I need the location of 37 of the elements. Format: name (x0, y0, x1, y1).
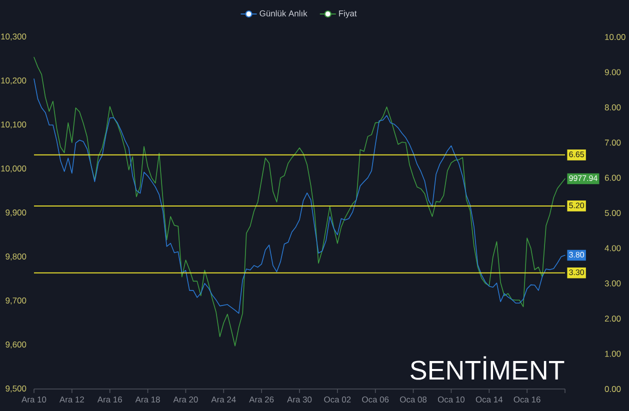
x-tick-label: Ara 20 (173, 396, 198, 403)
x-tick-label: Ara 30 (287, 396, 312, 403)
y2-tick-label: 2.00 (604, 316, 621, 322)
y-tick-label: 9,700 (6, 298, 26, 304)
y-tick-label: 10,100 (1, 122, 26, 128)
x-tick-label: Oca 06 (362, 396, 389, 403)
x-tick-label: Ara 10 (22, 396, 46, 403)
y2-tick-label: 8.00 (604, 104, 621, 110)
y2-tick-label: 7.00 (604, 140, 621, 146)
y-tick-label: 9,500 (6, 386, 26, 392)
x-tick-label: Ara 24 (211, 396, 236, 403)
x-tick-label: Oca 14 (476, 396, 503, 403)
x-tick-label: Oca 08 (400, 396, 427, 403)
y2-tick-label: 9.00 (604, 69, 621, 76)
y-tick-label: 10,000 (1, 166, 26, 172)
y2-tick-label: 1.00 (605, 350, 621, 357)
legend-label: Günlük Anlık (260, 10, 308, 16)
annotation: SENTİMENT (410, 356, 564, 380)
x-tick-label: Ara 18 (135, 396, 160, 403)
y2-tick-label: 10.00 (605, 34, 626, 40)
x-tick-label: Oca 02 (324, 396, 351, 403)
y-tick-label: 9,800 (6, 254, 26, 260)
y-tick-label: 9,900 (6, 210, 26, 216)
x-tick-label: Ara 12 (59, 396, 84, 403)
y2-tick-label: 5.00 (604, 210, 621, 216)
x-tick-label: Ara 26 (249, 396, 274, 403)
y2-tick-label: 4.00 (604, 245, 621, 252)
x-tick-label: Ara 16 (97, 396, 122, 403)
y2-tick-label: 6.00 (604, 174, 621, 181)
y-tick-label: 9,600 (6, 342, 26, 348)
y2-tick-label: 0.00 (604, 386, 621, 392)
y2-tick-label: 3.00 (604, 280, 621, 286)
legend-label: Fiyat (339, 10, 357, 18)
x-tick-label: Oca 16 (514, 396, 540, 403)
y-tick-label: 10,300 (1, 34, 26, 40)
x-tick-label: Oca 10 (438, 396, 465, 403)
y-tick-label: 10,200 (1, 78, 26, 84)
